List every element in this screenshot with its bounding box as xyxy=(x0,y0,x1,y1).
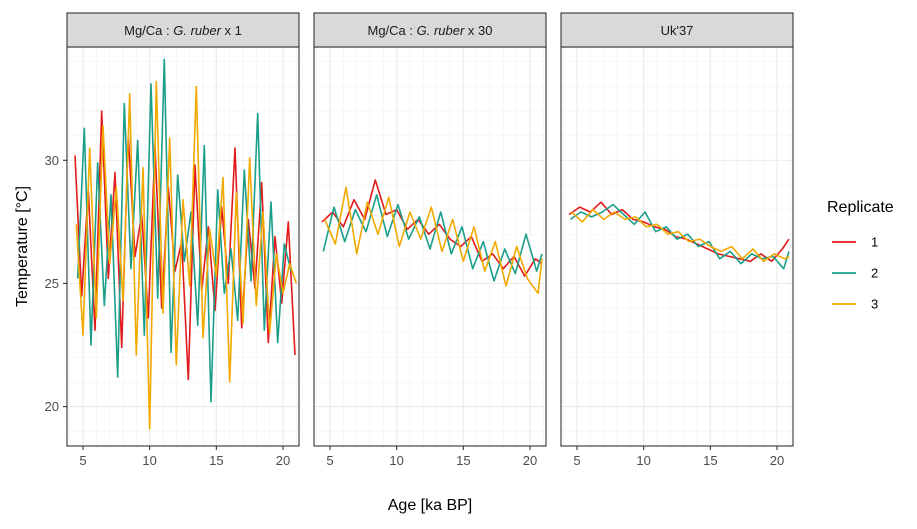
facet-strip-label: Mg/Ca : G. ruber x 30 xyxy=(368,23,493,38)
series-line-replicate-3 xyxy=(323,186,543,295)
series-line-replicate-1 xyxy=(321,179,543,277)
facet-panel: Mg/Ca : G. ruber x 1 5 10 15 20 xyxy=(66,12,300,468)
legend-label: 3 xyxy=(871,297,878,312)
y-tick-label: 25 xyxy=(45,276,59,291)
series-line-replicate-2 xyxy=(322,194,543,282)
facet-strip-label-part: G. ruber xyxy=(173,23,221,38)
x-tick-label: 15 xyxy=(456,453,470,468)
x-tick-label: 20 xyxy=(770,453,784,468)
facet-strip-label-part: x 30 xyxy=(464,23,492,38)
facet-strip xyxy=(560,12,794,48)
x-tick-label: 5 xyxy=(326,453,333,468)
x-tick-label: 20 xyxy=(523,453,537,468)
y-tick-label: 20 xyxy=(45,399,59,414)
legend-label: 1 xyxy=(871,235,878,250)
x-tick-label: 5 xyxy=(79,453,86,468)
x-tick-label: 15 xyxy=(703,453,717,468)
facet-strip-label-part: G. ruber xyxy=(417,23,465,38)
series-line-replicate-3 xyxy=(75,80,298,430)
x-tick-label: 10 xyxy=(636,453,650,468)
facet-strip xyxy=(66,12,300,48)
x-tick-label: 5 xyxy=(573,453,580,468)
facet-strip-label-part: Uk'37 xyxy=(661,23,694,38)
series-line-replicate-2 xyxy=(76,58,292,403)
facet-strip xyxy=(313,12,547,48)
y-tick-label: 30 xyxy=(45,153,59,168)
facet-strip-label: Mg/Ca : G. ruber x 1 xyxy=(124,23,242,38)
series-line-replicate-3 xyxy=(571,208,790,263)
x-tick-label: 15 xyxy=(209,453,223,468)
legend-title: Replicate xyxy=(827,199,894,216)
facet-strip-label-part: Mg/Ca : xyxy=(124,23,173,38)
series-line-replicate-2 xyxy=(569,203,790,270)
x-tick-label: 10 xyxy=(389,453,403,468)
facet-strip-label-part: x 1 xyxy=(221,23,242,38)
x-tick-label: 10 xyxy=(142,453,156,468)
x-axis-title: Age [ka BP] xyxy=(388,497,473,514)
legend: Replicate 1 2 3 xyxy=(827,199,894,312)
facet-panel: Uk'37 5 10 15 20 xyxy=(560,12,794,468)
facet-strip-label: Uk'37 xyxy=(661,23,694,38)
x-tick-label: 20 xyxy=(276,453,290,468)
legend-label: 2 xyxy=(871,266,878,281)
facet-strip-label-part: Mg/Ca : xyxy=(368,23,417,38)
y-axis-title: Temperature [°C] xyxy=(14,186,31,307)
facet-panel: Mg/Ca : G. ruber x 30 5 10 15 20 xyxy=(313,12,547,468)
panel-background xyxy=(561,47,793,446)
